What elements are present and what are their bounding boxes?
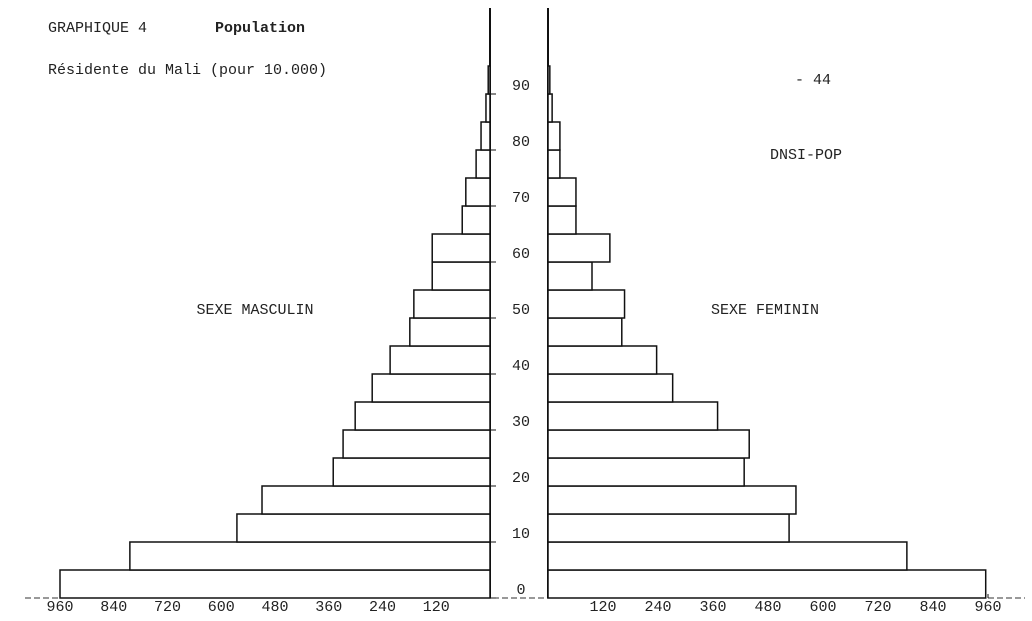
source-label: DNSI-POP [770,147,842,164]
x-tick-label: 480 [261,599,288,616]
bar [487,65,491,95]
y-tick-label: 40 [512,358,530,375]
y-tick-label: 50 [512,302,530,319]
x-tick-label: 360 [699,599,726,616]
bar [547,233,611,263]
bar [389,345,491,375]
bar [547,261,593,291]
bar [465,177,491,207]
x-tick-label: 360 [315,599,342,616]
bar [485,93,491,123]
bar [547,373,674,403]
y-tick-label: 70 [512,190,530,207]
bar [547,289,626,319]
bar [547,541,908,571]
y-tick-label: 90 [512,78,530,95]
y-tick-label: 30 [512,414,530,431]
bar [59,569,491,599]
chart-caption: Résidente du Mali (pour 10.000) [48,62,327,79]
bar [261,485,491,515]
x-tick-label: 960 [974,599,1001,616]
y-tick-label: 20 [512,470,530,487]
x-tick-label: 840 [100,599,127,616]
bar [547,121,561,151]
bar [547,93,553,123]
page-number: - 44 [795,72,831,89]
series-label: SEXE FEMININ [711,302,819,319]
bar [547,149,561,179]
bar [409,317,491,347]
x-tick-label: 240 [369,599,396,616]
x-tick-label: 840 [919,599,946,616]
bar [129,541,491,571]
bar [547,65,551,95]
bar [342,429,491,459]
x-tick-label: 480 [754,599,781,616]
y-tick-label: 80 [512,134,530,151]
bar [547,345,658,375]
bar [547,177,577,207]
bar [431,261,491,291]
x-tick-label: 720 [154,599,181,616]
chart-title: GRAPHIQUE 4 [48,20,147,37]
x-tick-label: 600 [208,599,235,616]
bar [547,513,790,543]
y-tick-label: 60 [512,246,530,263]
bar [461,205,491,235]
y-tick-label: 0 [516,582,525,599]
x-tick-label: 120 [423,599,450,616]
y-tick-label: 10 [512,526,530,543]
x-tick-label: 960 [46,599,73,616]
bar [547,317,623,347]
chart-subtitle: Population [215,20,305,37]
bar [547,457,745,487]
bar [547,401,719,431]
x-tick-label: 600 [809,599,836,616]
bar [480,121,491,151]
bar [354,401,491,431]
bar [413,289,491,319]
bar [547,569,987,599]
bar [547,205,577,235]
x-tick-label: 120 [589,599,616,616]
x-tick-label: 240 [644,599,671,616]
series-label: SEXE MASCULIN [196,302,313,319]
x-tick-label: 720 [864,599,891,616]
bar [371,373,491,403]
bar [332,457,491,487]
bar [236,513,491,543]
bar [431,233,491,263]
bar [547,429,750,459]
bar [475,149,491,179]
bar [547,485,797,515]
